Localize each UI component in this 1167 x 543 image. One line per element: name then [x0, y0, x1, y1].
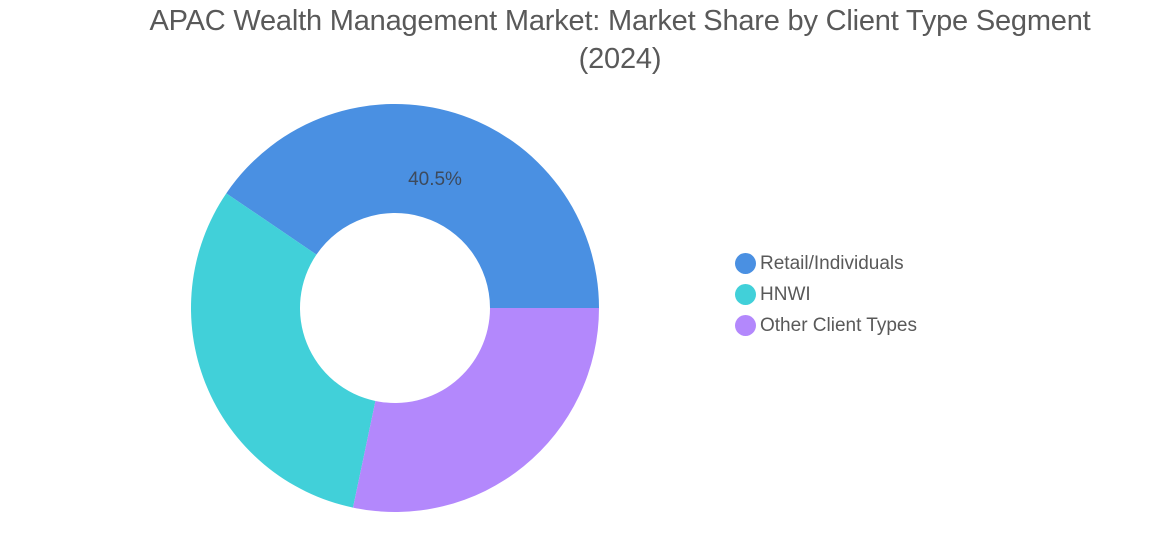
- chart-title-line2: (2024): [578, 43, 662, 75]
- slice-retail[interactable]: [226, 104, 599, 308]
- legend-item-retail[interactable]: Retail/Individuals: [735, 248, 917, 279]
- legend-swatch-other-icon: [735, 315, 756, 336]
- chart-title: APAC Wealth Management Market: Market Sh…: [0, 2, 1167, 78]
- donut-slices: [190, 104, 599, 512]
- legend-item-other[interactable]: Other Client Types: [735, 310, 917, 341]
- legend-label-other: Other Client Types: [760, 314, 918, 336]
- legend-label-retail: Retail/Individuals: [760, 252, 904, 274]
- slice-label-retail: 40.5%: [408, 169, 462, 190]
- chart-title-line1: APAC Wealth Management Market: Market Sh…: [149, 5, 1091, 37]
- legend: Retail/Individuals HNWI Other Client Typ…: [735, 248, 917, 341]
- legend-label-hnwi: HNWI: [760, 283, 811, 305]
- legend-item-hnwi[interactable]: HNWI: [735, 279, 917, 310]
- slice-other[interactable]: [353, 308, 599, 512]
- legend-swatch-hnwi-icon: [735, 284, 756, 305]
- legend-swatch-retail-icon: [735, 253, 756, 274]
- slice-hnwi[interactable]: [190, 193, 376, 508]
